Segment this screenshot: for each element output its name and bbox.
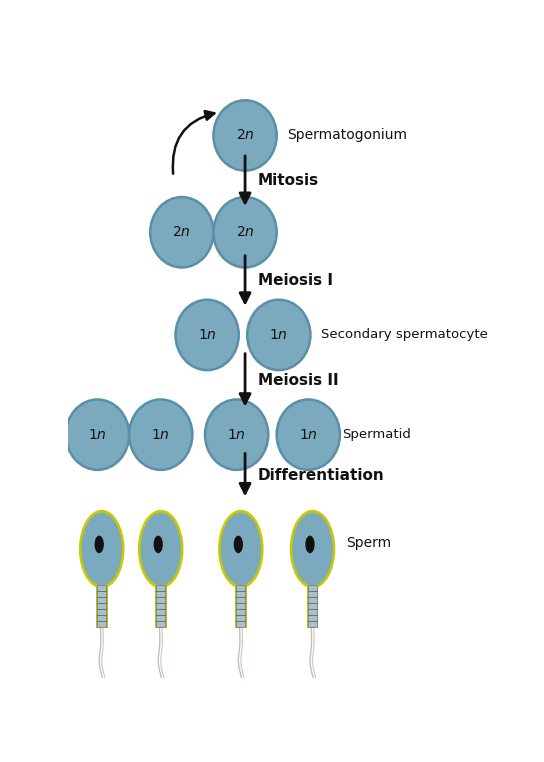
FancyArrowPatch shape [173, 111, 214, 174]
Ellipse shape [150, 197, 213, 267]
Text: $2n$: $2n$ [172, 226, 191, 239]
Ellipse shape [234, 536, 243, 553]
Text: $2n$: $2n$ [236, 226, 255, 239]
Text: Meiosis II: Meiosis II [258, 373, 338, 388]
Text: $1n$: $1n$ [151, 427, 170, 442]
Text: $1n$: $1n$ [299, 427, 318, 442]
Ellipse shape [305, 536, 314, 553]
Ellipse shape [129, 399, 193, 470]
Ellipse shape [176, 299, 239, 370]
Ellipse shape [79, 510, 125, 588]
Text: Spermatid: Spermatid [342, 428, 411, 441]
Bar [96, 585, 108, 628]
Bar [97, 585, 107, 626]
Text: Mitosis: Mitosis [258, 173, 319, 188]
Text: Meiosis I: Meiosis I [258, 274, 333, 289]
Ellipse shape [218, 510, 264, 588]
Ellipse shape [82, 513, 122, 585]
Ellipse shape [247, 299, 311, 370]
Ellipse shape [140, 513, 181, 585]
Text: $1n$: $1n$ [88, 427, 107, 442]
Ellipse shape [221, 513, 261, 585]
Text: Spermatogonium: Spermatogonium [287, 129, 407, 142]
Bar [236, 585, 245, 626]
Bar [308, 585, 317, 626]
Ellipse shape [290, 510, 335, 588]
Ellipse shape [153, 536, 163, 553]
Bar [235, 585, 247, 628]
Ellipse shape [95, 536, 104, 553]
Bar [155, 585, 166, 628]
Ellipse shape [292, 513, 333, 585]
Text: $1n$: $1n$ [269, 328, 288, 342]
Text: Differentiation: Differentiation [258, 468, 385, 482]
Text: $1n$: $1n$ [227, 427, 246, 442]
Text: Sperm: Sperm [346, 536, 391, 550]
Ellipse shape [138, 510, 183, 588]
Ellipse shape [66, 399, 129, 470]
Bar [307, 585, 318, 628]
Bar [156, 585, 165, 626]
Text: $1n$: $1n$ [198, 328, 217, 342]
Text: $2n$: $2n$ [236, 129, 255, 142]
Ellipse shape [213, 101, 277, 171]
Ellipse shape [205, 399, 268, 470]
Ellipse shape [213, 197, 277, 267]
Ellipse shape [277, 399, 340, 470]
Text: Secondary spermatocyte: Secondary spermatocyte [321, 328, 488, 341]
